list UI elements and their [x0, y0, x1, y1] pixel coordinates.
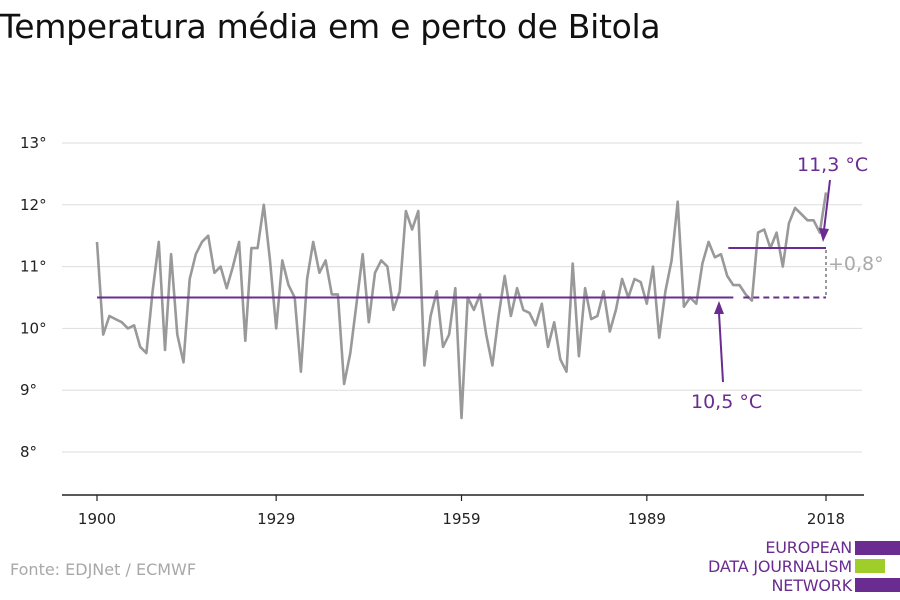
logo-bar-green: [855, 559, 885, 573]
logo-line-3: NETWORK: [771, 576, 853, 595]
logo-bar-purple-top: [855, 541, 900, 555]
y-tick-label: 8°: [20, 443, 37, 461]
source-note: Fonte: EDJNet / ECMWF: [10, 560, 197, 579]
x-tick-label: 2018: [807, 510, 845, 528]
logo-line-1: EUROPEAN: [765, 538, 852, 557]
baseline-label: 10,5 °C: [691, 391, 762, 413]
x-axis: 1900 1929 1959 1989 2018: [62, 494, 864, 528]
edjnet-logo: EUROPEAN DATA JOURNALISM NETWORK: [700, 538, 900, 598]
chart-title: Temperatura média em e perto de Bitola: [0, 7, 661, 46]
delta-label: +0,8°: [828, 253, 884, 275]
logo-bar-purple-bottom: [855, 578, 900, 592]
y-tick-label: 10°: [20, 319, 47, 337]
baseline-arrow-line: [718, 312, 724, 383]
y-axis-labels: 8° 9° 10° 11° 12° 13°: [20, 134, 47, 461]
series-layer: [95, 192, 828, 420]
recent-label: 11,3 °C: [797, 154, 868, 176]
y-tick-label: 9°: [20, 381, 37, 399]
annotations: 10,5 °C 11,3 °C +0,8°: [691, 154, 884, 413]
recent-arrow-head: [819, 228, 829, 242]
baseline-arrow-head: [714, 301, 724, 314]
x-tick-label: 1989: [628, 510, 666, 528]
x-tick-label: 1959: [442, 510, 480, 528]
reference-lines: [97, 247, 827, 299]
y-tick-label: 11°: [20, 258, 47, 276]
y-tick-label: 12°: [20, 196, 47, 214]
logo-line-2: DATA JOURNALISM: [708, 557, 852, 576]
y-tick-label: 13°: [20, 134, 47, 152]
x-tick-label: 1929: [257, 510, 295, 528]
recent-arrow-line: [823, 179, 831, 231]
x-tick-label: 1900: [78, 510, 116, 528]
temperature-line: [95, 192, 828, 420]
